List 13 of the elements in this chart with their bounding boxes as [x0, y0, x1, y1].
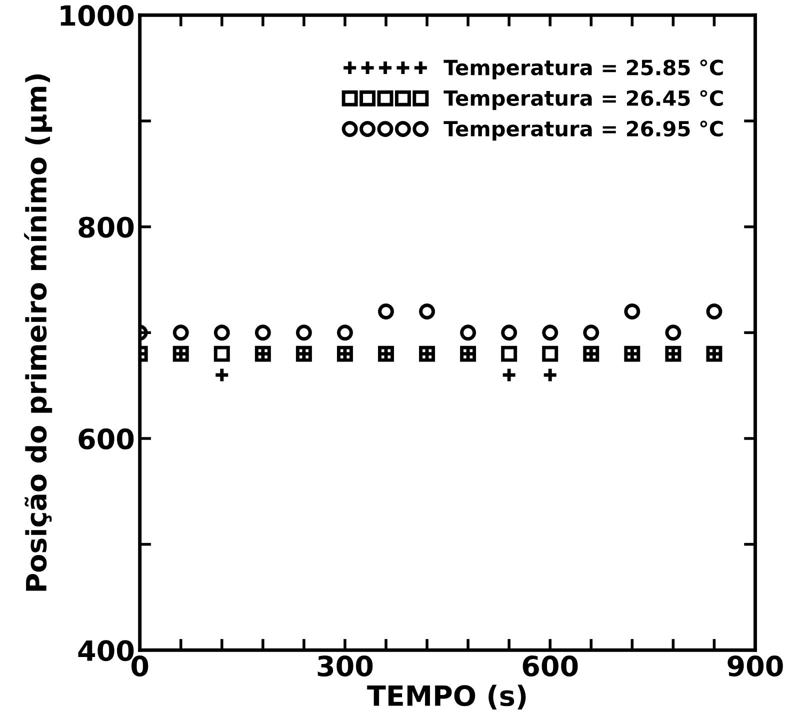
y-tick-label: 600: [78, 428, 134, 450]
y-tick-label: 1000: [60, 5, 134, 26]
legend-label: Temperatura = 25.85 °C: [444, 59, 723, 80]
y-tick-label: 400: [78, 640, 134, 662]
x-tick-label: 900: [728, 656, 783, 677]
legend-label: Temperatura = 26.95 °C: [444, 120, 723, 141]
x-tick-label: 300: [318, 656, 373, 677]
y-tick-label: 800: [78, 216, 134, 238]
x-tick-label: 0: [131, 656, 148, 677]
x-tick-label: 600: [522, 656, 578, 677]
legend-label: Temperatura = 26.45 °C: [444, 90, 723, 110]
y-axis-title: Posição do primeiro mínimo (μm): [24, 74, 52, 591]
x-axis-title: TEMPO (s): [367, 684, 526, 710]
